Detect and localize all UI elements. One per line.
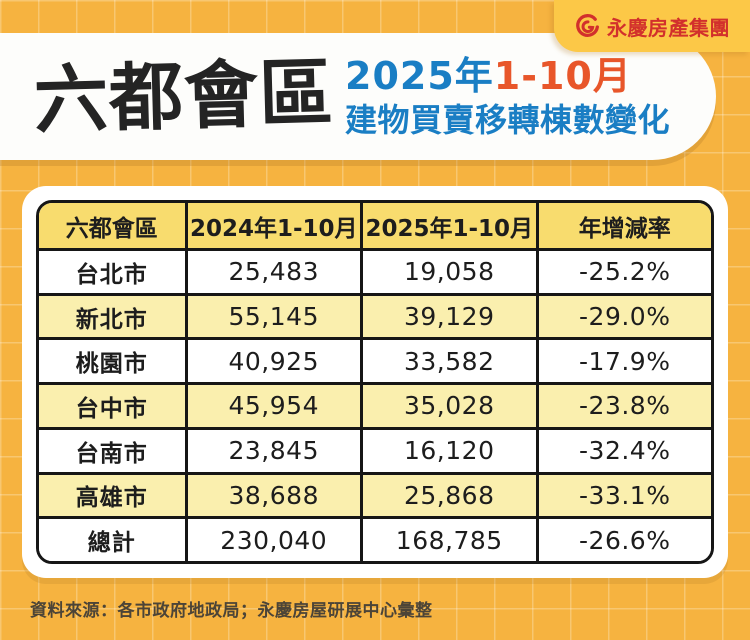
value-2024-cell: 23,845 — [184, 426, 363, 475]
value-2025-cell: 25,868 — [360, 471, 539, 520]
yoy-cell: -23.8% — [535, 382, 711, 430]
city-cell: 高雄市 — [39, 471, 188, 520]
total-2024-cell: 230,040 — [184, 516, 363, 561]
value-2025-cell: 16,120 — [360, 426, 539, 475]
yoy-cell: -33.1% — [535, 471, 711, 520]
city-cell: 桃園市 — [39, 337, 188, 386]
table-row: 高雄市 38,688 25,868 -33.1% — [39, 471, 711, 520]
value-2024-cell: 25,483 — [184, 248, 363, 296]
table-row: 桃園市 40,925 33,582 -17.9% — [39, 337, 711, 386]
value-2025-cell: 19,058 — [360, 248, 539, 296]
value-2025-cell: 35,028 — [360, 382, 539, 430]
city-cell: 台北市 — [39, 248, 188, 296]
column-header-region: 六都會區 — [39, 203, 188, 251]
table-row: 台南市 23,845 16,120 -32.4% — [39, 426, 711, 475]
brand-card: 永慶房產集團 — [554, 0, 750, 52]
yoy-cell: -25.2% — [535, 248, 711, 296]
column-header-2025: 2025年1-10月 — [360, 203, 539, 251]
table-row: 台中市 45,954 35,028 -23.8% — [39, 382, 711, 430]
total-2025-cell: 168,785 — [360, 516, 539, 561]
value-2024-cell: 38,688 — [184, 471, 363, 520]
data-table: 六都會區 2024年1-10月 2025年1-10月 年增減率 台北市 25,4… — [39, 203, 711, 561]
data-table-card: 六都會區 2024年1-10月 2025年1-10月 年增減率 台北市 25,4… — [22, 186, 728, 578]
subtitle-year: 2025年 — [345, 53, 494, 98]
column-header-2024: 2024年1-10月 — [184, 203, 363, 251]
yungching-logo-icon — [574, 13, 601, 40]
city-cell: 新北市 — [39, 292, 188, 341]
data-table-frame: 六都會區 2024年1-10月 2025年1-10月 年增減率 台北市 25,4… — [36, 200, 714, 564]
value-2024-cell: 55,145 — [184, 292, 363, 341]
table-row: 新北市 55,145 39,129 -29.0% — [39, 292, 711, 341]
subtitle-period: 2025年1-10月 — [345, 53, 670, 101]
table-header-row: 六都會區 2024年1-10月 2025年1-10月 年增減率 — [39, 203, 711, 251]
value-2024-cell: 45,954 — [184, 382, 363, 430]
value-2025-cell: 39,129 — [360, 292, 539, 341]
brand-logo-text: 永慶房產集團 — [607, 15, 730, 40]
table-row-total: 總計 230,040 168,785 -26.6% — [39, 516, 711, 561]
page-title: 六都會區 — [32, 49, 336, 144]
table-row: 台北市 25,483 19,058 -25.2% — [39, 248, 711, 296]
subtitle-description: 建物買賣移轉棟數變化 — [345, 101, 671, 140]
city-cell: 台南市 — [39, 426, 188, 475]
data-source-note: 資料來源：各市政府地政局；永慶房屋研展中心彙整 — [30, 601, 433, 621]
total-label-cell: 總計 — [39, 516, 188, 561]
yoy-cell: -29.0% — [535, 292, 711, 341]
subtitle-months: 1-10月 — [493, 53, 632, 98]
title-banner: 六都會區 2025年1-10月 建物買賣移轉棟數變化 — [0, 33, 716, 160]
yoy-cell: -17.9% — [535, 337, 711, 386]
value-2024-cell: 40,925 — [184, 337, 363, 386]
yoy-cell: -32.4% — [535, 426, 711, 475]
subtitle: 2025年1-10月 建物買賣移轉棟數變化 — [345, 53, 670, 141]
column-header-yoy: 年增減率 — [535, 203, 711, 251]
value-2025-cell: 33,582 — [360, 337, 539, 386]
city-cell: 台中市 — [39, 382, 188, 430]
total-yoy-cell: -26.6% — [535, 516, 711, 561]
